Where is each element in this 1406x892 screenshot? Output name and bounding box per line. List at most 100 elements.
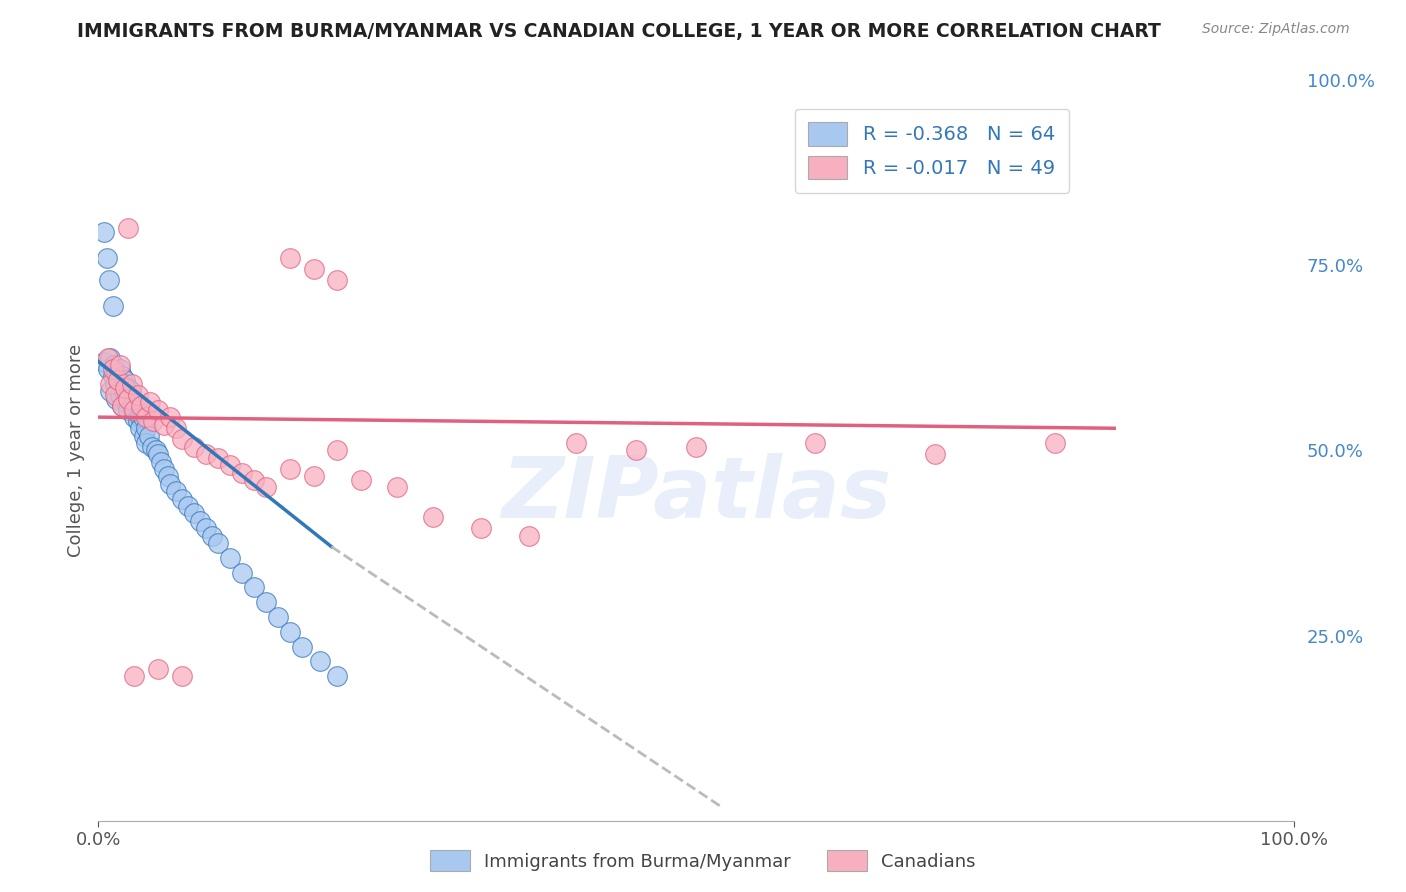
Point <box>124 402 146 417</box>
Point <box>172 669 194 683</box>
Point <box>470 521 492 535</box>
Point <box>278 624 301 639</box>
Point <box>156 469 179 483</box>
Point <box>101 369 124 384</box>
Point <box>121 376 143 391</box>
Point <box>254 480 277 494</box>
Point <box>422 510 444 524</box>
Point <box>124 395 146 409</box>
Point <box>254 595 277 609</box>
Point <box>278 251 301 265</box>
Point <box>101 299 124 313</box>
Point <box>219 458 242 473</box>
Point <box>195 447 218 461</box>
Point <box>118 392 141 406</box>
Point <box>111 369 134 384</box>
Point <box>107 373 129 387</box>
Text: ZIPatlas: ZIPatlas <box>501 453 891 536</box>
Point <box>159 410 181 425</box>
Point <box>207 536 229 550</box>
Point <box>195 521 218 535</box>
Point <box>326 443 349 458</box>
Point <box>117 392 139 406</box>
Point <box>117 402 139 417</box>
Point <box>172 491 194 506</box>
Point <box>924 447 946 461</box>
Point <box>131 410 153 425</box>
Point <box>112 384 135 399</box>
Point <box>111 399 134 413</box>
Point <box>111 399 134 413</box>
Text: IMMIGRANTS FROM BURMA/MYANMAR VS CANADIAN COLLEGE, 1 YEAR OR MORE CORRELATION CH: IMMIGRANTS FROM BURMA/MYANMAR VS CANADIA… <box>77 22 1161 41</box>
Point <box>517 528 540 542</box>
Point <box>177 499 200 513</box>
Point <box>165 484 187 499</box>
Point <box>302 262 325 277</box>
Point <box>135 410 157 425</box>
Point <box>565 436 588 450</box>
Point <box>127 414 149 428</box>
Legend: R = -0.368   N = 64, R = -0.017   N = 49: R = -0.368 N = 64, R = -0.017 N = 49 <box>794 109 1069 193</box>
Point <box>135 421 157 435</box>
Point <box>207 450 229 465</box>
Point <box>120 384 142 399</box>
Point <box>172 433 194 447</box>
Point <box>124 410 146 425</box>
Point <box>107 373 129 387</box>
Point <box>117 221 139 235</box>
Point <box>108 388 131 402</box>
Point <box>308 655 330 669</box>
Point <box>183 507 205 521</box>
Point <box>138 428 160 442</box>
Point <box>132 428 155 442</box>
Point <box>626 443 648 458</box>
Point <box>98 351 122 365</box>
Point <box>148 447 170 461</box>
Point <box>153 417 176 432</box>
Point <box>124 402 146 417</box>
Point <box>103 359 125 373</box>
Point <box>114 380 136 394</box>
Point <box>291 640 314 654</box>
Point <box>159 476 181 491</box>
Y-axis label: College, 1 year or more: College, 1 year or more <box>66 344 84 557</box>
Point <box>104 388 127 402</box>
Point <box>165 421 187 435</box>
Point <box>125 399 148 413</box>
Point <box>804 436 827 450</box>
Point <box>149 454 172 468</box>
Point <box>96 251 118 265</box>
Legend: Immigrants from Burma/Myanmar, Canadians: Immigrants from Burma/Myanmar, Canadians <box>423 843 983 879</box>
Point <box>93 225 115 239</box>
Point <box>188 514 211 528</box>
Point <box>97 351 120 365</box>
Point <box>326 669 349 683</box>
Point <box>93 354 115 368</box>
Text: Source: ZipAtlas.com: Source: ZipAtlas.com <box>1202 22 1350 37</box>
Point <box>139 395 162 409</box>
Point <box>108 362 131 376</box>
Point <box>201 528 224 542</box>
Point <box>121 399 143 413</box>
Point <box>685 440 707 454</box>
Point <box>145 443 167 458</box>
Point <box>278 462 301 476</box>
Point <box>135 436 157 450</box>
Point <box>108 359 131 373</box>
Point <box>183 440 205 454</box>
Point <box>117 380 139 394</box>
Point <box>127 388 149 402</box>
Point <box>101 362 124 376</box>
Point <box>115 395 138 409</box>
Point <box>153 462 176 476</box>
Point <box>148 402 170 417</box>
Point <box>124 669 146 683</box>
Point <box>243 581 266 595</box>
Point <box>142 414 165 428</box>
Point <box>129 421 152 435</box>
Point <box>98 273 121 287</box>
Point <box>141 440 163 454</box>
Point <box>326 273 349 287</box>
Point <box>1043 436 1066 450</box>
Point <box>105 392 128 406</box>
